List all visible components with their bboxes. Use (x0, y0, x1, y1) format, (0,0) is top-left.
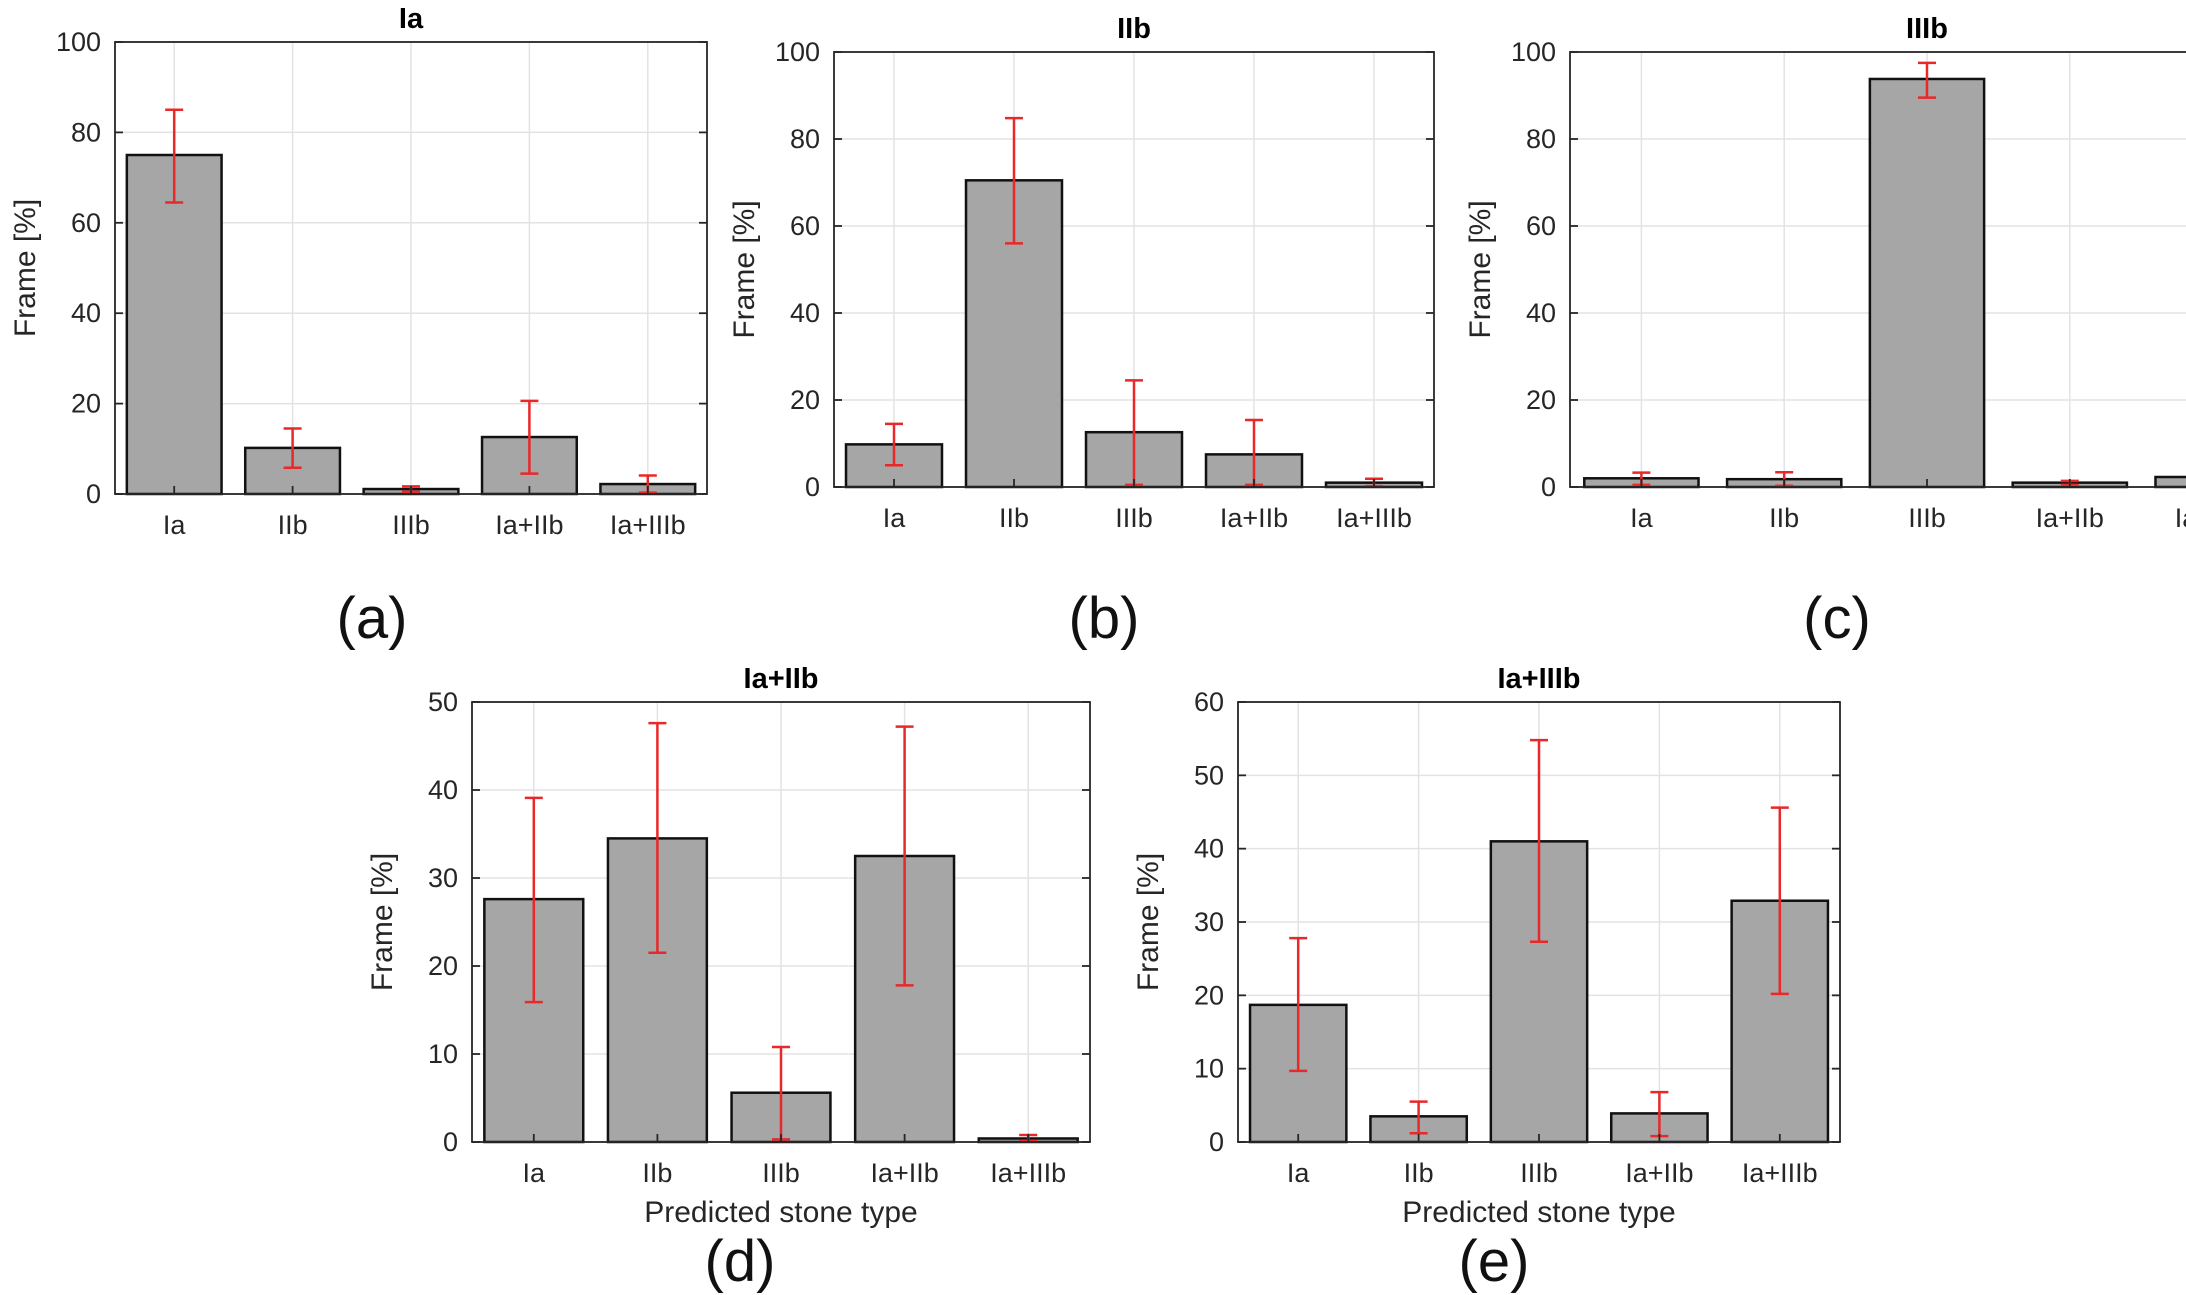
y-tick-label-b-2: 40 (790, 298, 820, 328)
chart-panel-b: 020406080100IaIIbIIIbIa+IIbIa+IIIbIIbPre… (720, 0, 1460, 574)
x-tick-label-b-0: Ia (883, 503, 907, 533)
y-tick-label-a-4: 80 (71, 117, 101, 147)
y-tick-label-e-4: 40 (1194, 834, 1224, 864)
y-tick-label-e-5: 50 (1194, 760, 1224, 790)
y-tick-label-c-0: 0 (1541, 472, 1556, 502)
x-tick-label-a-4: Ia+IIIb (610, 510, 686, 540)
chart-title-e: Ia+IIIb (1497, 663, 1580, 695)
y-tick-label-b-5: 100 (775, 37, 820, 67)
y-axis-label-a: Frame [%] (9, 199, 42, 337)
x-tick-label-b-1: IIb (999, 503, 1029, 533)
error-bar-e-2 (1530, 738, 1548, 944)
x-tick-label-c-1: IIb (1769, 503, 1799, 533)
x-tick-label-b-4: Ia+IIIb (1336, 503, 1412, 533)
error-bar-a-3 (520, 399, 539, 475)
x-tick-label-b-2: IIIb (1115, 503, 1153, 533)
error-bar-e-1 (1409, 1100, 1428, 1135)
x-tick-label-d-3: Ia+IIb (870, 1158, 938, 1188)
y-axis-label-c: Frame [%] (1464, 200, 1497, 338)
panel-label-a: (a) (336, 586, 408, 651)
x-tick-label-e-1: IIb (1404, 1158, 1434, 1188)
y-tick-label-e-1: 10 (1194, 1054, 1224, 1084)
chart-title-b: IIb (1117, 13, 1151, 45)
x-tick-label-e-2: IIIb (1520, 1158, 1558, 1188)
x-tick-label-c-0: Ia (1630, 503, 1654, 533)
chart-title-a: Ia (399, 3, 424, 35)
x-tick-label-a-0: Ia (163, 510, 187, 540)
chart-title-c: IIIb (1906, 13, 1948, 45)
y-tick-label-c-1: 20 (1526, 385, 1556, 415)
chart-panel-d: 0 10 20 30 40 50 Ia IIb IIIb Ia+IIb Ia+IIIb Ia+IIb P… (360, 650, 1100, 1235)
y-tick-label-a-2: 40 (71, 298, 101, 328)
y-tick-label-d-0: 0 (443, 1127, 458, 1157)
x-tick-label-a-3: Ia+IIb (495, 510, 563, 540)
y-tick-label-d-3: 30 (428, 863, 458, 893)
y-tick-label-a-0: 0 (86, 479, 101, 509)
y-tick-label-d-2: 20 (428, 951, 458, 981)
chart-d-svg: 0 10 20 30 40 50 Ia IIb IIIb Ia+IIb Ia+IIIb Ia+IIb P… (366, 663, 1091, 1229)
chart-e-svg: 0 10 20 30 40 50 60 Ia IIb IIIb Ia+IIb Ia+IIIb Ia+II… (1132, 663, 1841, 1229)
chart-panel-e: 0 10 20 30 40 50 60 Ia IIb IIIb Ia+IIb Ia+IIIb Ia+II… (1110, 650, 1870, 1235)
x-tick-label-c-4: Ia+IIIb (2175, 503, 2186, 533)
y-tick-label-b-3: 60 (790, 211, 820, 241)
bar-c-4 (2154, 475, 2186, 489)
y-tick-label-e-3: 30 (1194, 907, 1224, 937)
y-tick-label-a-3: 60 (71, 208, 101, 238)
y-tick-label-d-4: 40 (428, 775, 458, 805)
y-tick-label-c-4: 80 (1526, 124, 1556, 154)
y-axis-label-e: Frame [%] (1132, 853, 1165, 991)
x-tick-label-c-2: IIIb (1908, 503, 1946, 533)
chart-b-svg: 020406080100IaIIbIIIbIa+IIbIa+IIIbIIbPre… (728, 13, 1435, 574)
x-tick-label-e-4: Ia+IIIb (1742, 1158, 1818, 1188)
y-axis-label-b: Frame [%] (728, 200, 761, 338)
y-tick-label-e-2: 20 (1194, 980, 1224, 1010)
x-tick-label-c-3: Ia+IIb (2036, 503, 2104, 533)
x-tick-label-d-0: Ia (523, 1158, 547, 1188)
y-tick-label-c-3: 60 (1526, 211, 1556, 241)
x-tick-label-e-3: Ia+IIb (1625, 1158, 1693, 1188)
y-tick-label-b-0: 0 (805, 472, 820, 502)
chart-a-svg: 020406080100IaIIbIIIbIa+IIbIa+IIIbIaPred… (9, 3, 708, 581)
y-tick-label-a-1: 20 (71, 389, 101, 419)
error-bar-b-1 (1005, 116, 1023, 245)
x-tick-label-b-3: Ia+IIb (1220, 503, 1288, 533)
y-tick-label-e-0: 0 (1209, 1127, 1224, 1157)
y-tick-label-d-1: 10 (428, 1039, 458, 1069)
y-tick-label-b-1: 20 (790, 385, 820, 415)
chart-title-d: Ia+IIb (744, 663, 819, 695)
chart-panel-a: 020406080100IaIIbIIIbIa+IIbIa+IIIbIaPred… (0, 0, 720, 581)
x-tick-label-a-2: IIIb (392, 510, 430, 540)
bar-a-0 (125, 153, 223, 496)
y-tick-label-e-6: 60 (1194, 687, 1224, 717)
x-axis-label-d: Predicted stone type (644, 1196, 918, 1229)
x-axis-label-e: Predicted stone type (1402, 1196, 1676, 1229)
panel-label-c: (c) (1803, 586, 1871, 651)
panel-label-b: (b) (1068, 586, 1140, 651)
y-tick-label-d-5: 50 (428, 687, 458, 717)
y-axis-label-d: Frame [%] (366, 853, 399, 991)
x-tick-label-e-0: Ia (1287, 1158, 1311, 1188)
y-tick-label-c-5: 100 (1511, 37, 1556, 67)
error-bar-c-2 (1918, 61, 1936, 99)
y-tick-label-c-2: 40 (1526, 298, 1556, 328)
error-bar-d-3 (895, 725, 914, 987)
x-tick-label-d-4: Ia+IIIb (990, 1158, 1066, 1188)
chart-panel-c: 020406080100IaIIbIIIbIa+IIbIa+IIIbIIIbPr… (1460, 0, 2186, 574)
x-tick-label-d-1: IIb (642, 1158, 672, 1188)
error-bar-a-1 (283, 427, 302, 470)
y-tick-label-a-5: 100 (56, 27, 101, 57)
x-tick-label-d-2: IIIb (762, 1158, 800, 1188)
error-bar-e-4 (1770, 806, 1789, 996)
error-bar-e-0 (1289, 936, 1308, 1073)
error-bar-d-0 (524, 796, 543, 1004)
panel-label-d: (d) (704, 1229, 776, 1294)
panel-label-e: (e) (1458, 1229, 1530, 1294)
bar-c-2 (1868, 77, 1986, 489)
error-bar-d-1 (648, 721, 667, 955)
error-bar-b-0 (885, 422, 903, 467)
x-tick-label-a-1: IIb (278, 510, 308, 540)
y-tick-label-b-4: 80 (790, 124, 820, 154)
error-bar-a-0 (165, 108, 184, 204)
chart-c-svg: 020406080100IaIIbIIIbIa+IIbIa+IIIbIIIbPr… (1464, 13, 2186, 574)
